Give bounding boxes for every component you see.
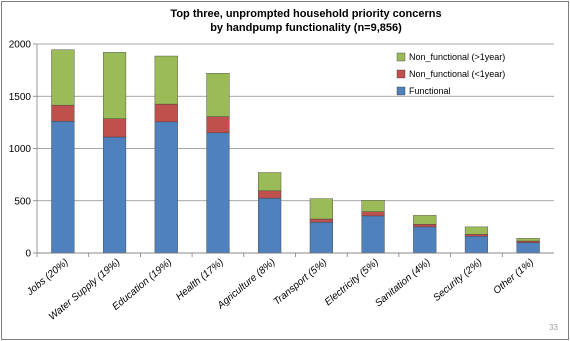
bar-segment-nonfunctional-lt1yr bbox=[516, 240, 540, 243]
bar-segment-nonfunctional-lt1yr bbox=[413, 224, 437, 228]
chart-title-line-1: Top three, unprompted household priority… bbox=[170, 8, 441, 20]
bar-segment-nonfunctional-gt1yr bbox=[413, 215, 437, 225]
bar-segment-nonfunctional-gt1yr bbox=[516, 238, 540, 242]
bar-segment-nonfunctional-lt1yr bbox=[309, 218, 333, 223]
y-tick-label: 500 bbox=[14, 196, 31, 207]
legend-swatch bbox=[396, 86, 406, 96]
bar-segment-functional bbox=[309, 221, 333, 254]
chart-title-line-2: by handpump functionality (n=9,856) bbox=[210, 22, 402, 34]
y-tick-label: 2000 bbox=[9, 40, 32, 51]
page-number: 33 bbox=[549, 323, 558, 332]
bar-segment-nonfunctional-lt1yr bbox=[51, 104, 75, 122]
bar-segment-nonfunctional-gt1yr bbox=[154, 55, 178, 105]
bar-segment-functional bbox=[413, 226, 437, 254]
y-axis: 0 500 1000 1500 2000 bbox=[9, 40, 38, 260]
y-tick-label: 1000 bbox=[9, 144, 32, 155]
bar-segment-nonfunctional-gt1yr bbox=[258, 172, 282, 192]
bar-segment-nonfunctional-gt1yr bbox=[361, 200, 385, 212]
bar-segment-functional bbox=[154, 121, 178, 254]
legend-swatch bbox=[396, 69, 406, 79]
bar-segment-nonfunctional-lt1yr bbox=[258, 190, 282, 199]
bar-segment-nonfunctional-gt1yr bbox=[51, 49, 75, 106]
bars bbox=[51, 49, 540, 254]
y-tick-label: 1500 bbox=[9, 92, 32, 103]
legend-label: Functional bbox=[409, 86, 451, 96]
bar-segment-functional bbox=[361, 215, 385, 254]
bar-segment-nonfunctional-lt1yr bbox=[361, 211, 385, 217]
bar-segment-nonfunctional-gt1yr bbox=[102, 52, 127, 119]
bar-segment-functional bbox=[516, 242, 540, 254]
bar-segment-functional bbox=[206, 132, 230, 254]
bar-segment-nonfunctional-gt1yr bbox=[309, 198, 333, 220]
bar-segment-functional bbox=[464, 236, 489, 254]
bar-segment-functional bbox=[258, 197, 282, 254]
bar-segment-nonfunctional-gt1yr bbox=[464, 226, 489, 235]
legend: Non_functional (>1year) Non_functional (<… bbox=[396, 52, 505, 96]
bar-segment-nonfunctional-lt1yr bbox=[206, 116, 230, 134]
bar-segment-nonfunctional-lt1yr bbox=[154, 103, 178, 123]
bar-segment-nonfunctional-lt1yr bbox=[102, 118, 127, 138]
bar-segment-nonfunctional-lt1yr bbox=[464, 233, 489, 237]
bar-segment-functional bbox=[102, 136, 127, 254]
y-tick-label: 0 bbox=[25, 249, 31, 260]
bar-segment-nonfunctional-gt1yr bbox=[206, 73, 230, 117]
legend-swatch bbox=[396, 52, 406, 62]
legend-label: Non_functional (<1year) bbox=[409, 69, 505, 79]
legend-label: Non_functional (>1year) bbox=[409, 52, 505, 62]
bar-segment-functional bbox=[51, 121, 75, 254]
